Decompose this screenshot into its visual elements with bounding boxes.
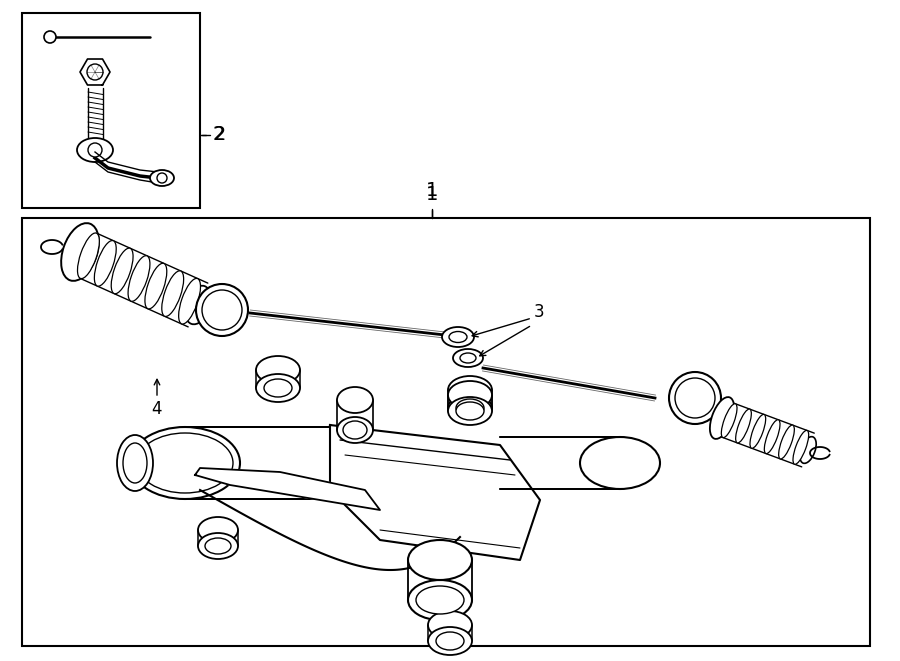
Ellipse shape (343, 421, 367, 439)
Ellipse shape (416, 586, 464, 614)
Ellipse shape (117, 435, 153, 491)
Circle shape (44, 31, 56, 43)
Ellipse shape (442, 327, 474, 347)
Ellipse shape (198, 533, 238, 559)
Ellipse shape (61, 223, 99, 281)
Ellipse shape (721, 404, 737, 438)
Ellipse shape (453, 349, 483, 367)
Text: 4: 4 (152, 400, 162, 418)
Ellipse shape (428, 611, 472, 639)
Ellipse shape (456, 402, 484, 420)
Ellipse shape (112, 248, 133, 293)
Bar (500, 437, 620, 489)
Ellipse shape (448, 376, 492, 404)
Ellipse shape (460, 353, 476, 363)
Ellipse shape (137, 433, 233, 493)
Ellipse shape (256, 356, 300, 384)
Ellipse shape (669, 372, 721, 424)
Ellipse shape (800, 437, 816, 463)
Ellipse shape (202, 290, 242, 330)
Ellipse shape (793, 430, 809, 464)
Ellipse shape (150, 170, 174, 186)
Text: 2: 2 (214, 126, 227, 145)
Ellipse shape (264, 379, 292, 397)
Ellipse shape (205, 538, 231, 554)
Ellipse shape (178, 278, 201, 324)
Text: 1: 1 (426, 181, 438, 200)
Ellipse shape (408, 580, 472, 620)
Ellipse shape (436, 632, 464, 650)
Ellipse shape (675, 378, 715, 418)
Ellipse shape (337, 387, 373, 413)
Ellipse shape (198, 517, 238, 543)
Ellipse shape (128, 256, 150, 301)
Ellipse shape (456, 399, 484, 417)
Ellipse shape (448, 397, 492, 425)
Polygon shape (195, 468, 380, 510)
Text: 3: 3 (534, 303, 544, 321)
Bar (22, 13, 200, 208)
Ellipse shape (710, 397, 734, 439)
Ellipse shape (448, 381, 492, 409)
Ellipse shape (750, 414, 766, 448)
Circle shape (87, 64, 103, 80)
Ellipse shape (428, 627, 472, 655)
Ellipse shape (580, 437, 660, 489)
Ellipse shape (449, 332, 467, 342)
Ellipse shape (145, 263, 166, 309)
Ellipse shape (735, 409, 752, 443)
Bar (22, 218, 870, 646)
Ellipse shape (77, 233, 99, 278)
Ellipse shape (448, 394, 492, 422)
Ellipse shape (162, 271, 184, 317)
Ellipse shape (408, 540, 472, 580)
Polygon shape (80, 59, 110, 85)
Ellipse shape (764, 420, 780, 453)
Ellipse shape (184, 286, 212, 325)
Ellipse shape (337, 417, 373, 443)
Text: 1: 1 (426, 185, 438, 204)
Text: 2: 2 (213, 126, 225, 145)
Bar (185, 427, 350, 499)
Ellipse shape (94, 241, 116, 286)
Ellipse shape (778, 425, 795, 459)
Ellipse shape (196, 284, 248, 336)
Polygon shape (330, 425, 540, 560)
Ellipse shape (256, 374, 300, 402)
Ellipse shape (130, 427, 240, 499)
Circle shape (88, 143, 102, 157)
Circle shape (157, 173, 167, 183)
Ellipse shape (77, 138, 113, 162)
Ellipse shape (123, 443, 147, 483)
